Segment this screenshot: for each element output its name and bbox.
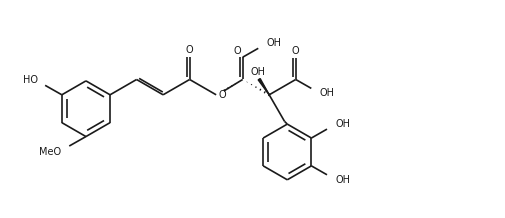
Text: OH: OH	[335, 175, 349, 185]
Text: OH: OH	[266, 38, 281, 48]
Text: MeO: MeO	[39, 146, 61, 157]
Text: OH: OH	[319, 89, 334, 98]
Text: HO: HO	[23, 75, 38, 85]
Text: O: O	[291, 46, 299, 56]
Polygon shape	[258, 78, 269, 95]
Text: OH: OH	[250, 67, 265, 77]
Text: OH: OH	[335, 119, 349, 129]
Text: O: O	[218, 90, 226, 100]
Text: O: O	[233, 46, 240, 56]
Text: O: O	[185, 45, 193, 55]
